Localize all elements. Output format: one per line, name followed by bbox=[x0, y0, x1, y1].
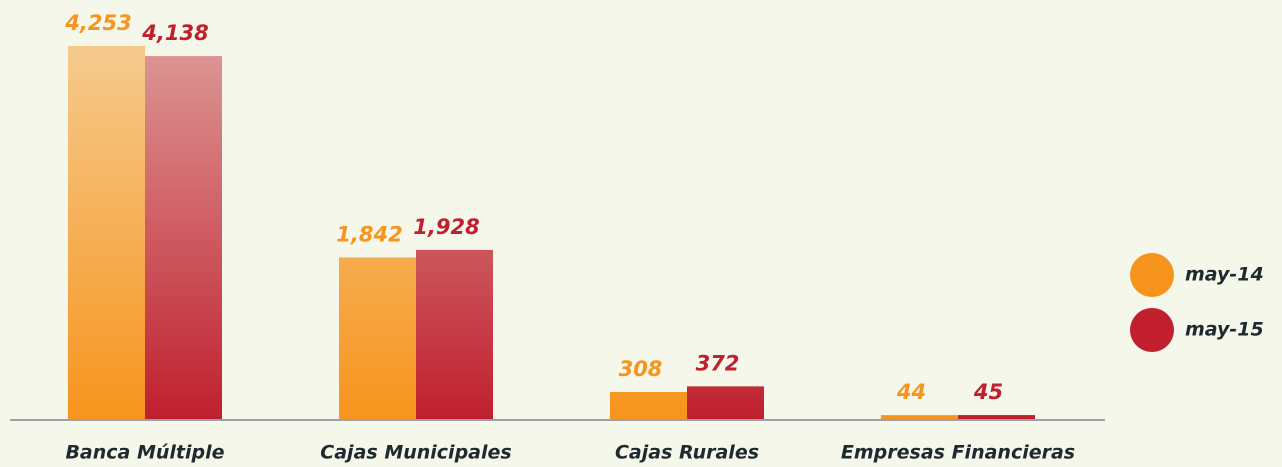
bar bbox=[145, 56, 222, 420]
data-label: 1,842 bbox=[336, 222, 402, 246]
bar bbox=[958, 415, 1035, 419]
x-tick-label: Cajas Rurales bbox=[615, 442, 759, 464]
data-label: 44 bbox=[896, 380, 926, 404]
data-label: 1,928 bbox=[413, 215, 479, 239]
bar bbox=[416, 249, 493, 419]
data-label: 4,138 bbox=[141, 21, 208, 45]
x-tick-label: Cajas Municipales bbox=[320, 442, 511, 464]
data-label: 45 bbox=[973, 380, 1003, 404]
legend-swatch bbox=[1130, 308, 1174, 352]
legend-swatch bbox=[1130, 253, 1174, 297]
x-tick-label: Banca Múltiple bbox=[65, 442, 224, 464]
bar bbox=[339, 257, 416, 419]
data-label: 4,253 bbox=[64, 11, 131, 35]
bar bbox=[68, 46, 145, 419]
bar bbox=[881, 415, 958, 419]
x-tick-label: Empresas Financieras bbox=[841, 442, 1075, 464]
legend-label: may-15 bbox=[1185, 319, 1264, 341]
data-label: 372 bbox=[696, 351, 740, 375]
bar bbox=[687, 386, 764, 419]
data-label: 308 bbox=[619, 357, 663, 381]
bar bbox=[610, 391, 687, 419]
legend-label: may-14 bbox=[1185, 264, 1264, 286]
